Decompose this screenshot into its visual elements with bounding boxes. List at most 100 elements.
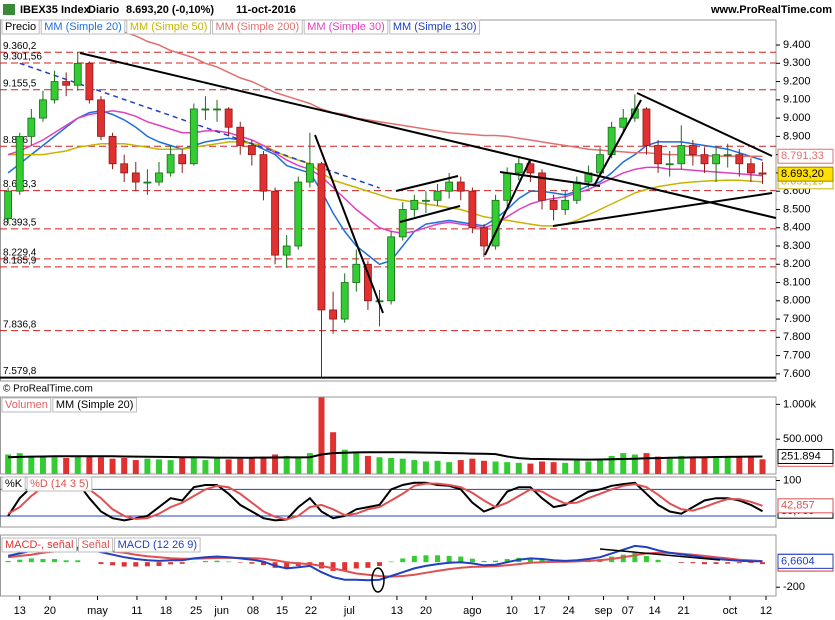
histogram-bar <box>504 559 510 563</box>
volume-bar <box>260 456 267 474</box>
macd-line <box>7 544 763 582</box>
legend-entry: MM (Simple 20) <box>44 21 122 33</box>
volume-bar <box>655 456 662 474</box>
volume-bar <box>167 460 174 474</box>
trendline <box>552 192 773 227</box>
candle-body <box>73 62 82 86</box>
candle-body <box>723 154 732 157</box>
candle-body <box>62 81 71 86</box>
x-tick-label: 13 <box>391 605 403 617</box>
macd-trendline <box>599 548 721 561</box>
candle-body <box>39 99 47 119</box>
annotations <box>371 548 721 593</box>
histogram-bar <box>342 562 348 571</box>
candle-body <box>317 163 326 311</box>
histogram-bar <box>5 560 11 563</box>
y-tick-label: 7.700 <box>783 350 811 362</box>
trendline <box>594 99 642 185</box>
legend-box <box>1 397 52 413</box>
candle-body <box>85 62 94 101</box>
legend-entry: Volumen <box>5 399 48 411</box>
level-label: 8.229,4 <box>3 248 37 259</box>
y-tick-label: 9.000 <box>783 112 811 124</box>
volume-bar <box>643 453 650 474</box>
candle-body <box>155 172 163 183</box>
legend-entry: MM (Simple 200) <box>215 21 299 33</box>
histogram-bar <box>423 555 429 563</box>
histogram-bar <box>678 562 684 563</box>
x-tick-label: may <box>87 605 108 617</box>
candle-body <box>503 172 512 201</box>
histogram-bar <box>701 562 707 565</box>
volume-bar <box>132 460 139 474</box>
volume-bar <box>550 462 557 474</box>
legend-entry: MM (Simple 130) <box>393 21 477 33</box>
site: www.ProRealTime.com <box>710 4 832 16</box>
x-tick-label: 17 <box>534 605 546 617</box>
macd-circle <box>371 567 385 593</box>
volume-bar <box>272 454 279 474</box>
histogram-bar <box>446 555 452 563</box>
histogram-bar <box>144 562 150 567</box>
candle-body <box>213 108 221 111</box>
candle-body <box>97 99 105 137</box>
candle-body <box>247 145 256 156</box>
candle-body <box>50 81 59 101</box>
volume-bar <box>5 454 12 474</box>
y-tick-label: -200 <box>783 581 805 593</box>
candle-body <box>398 209 407 238</box>
legend-entry: MACD-, señal <box>5 539 73 551</box>
candle-body <box>271 190 279 256</box>
volume-bar <box>306 453 313 474</box>
candle-body <box>224 108 233 128</box>
volume-average <box>8 451 763 461</box>
histogram-bar <box>481 560 487 563</box>
histogram-bar <box>458 556 464 563</box>
candle-body <box>259 154 268 192</box>
legend-entry: %D (14 3 5) <box>30 478 89 490</box>
level-label: 8.393,5 <box>3 218 37 229</box>
x-tick-label: oct <box>723 605 738 617</box>
copyright: © ProRealTime.com <box>3 384 93 395</box>
legend-box <box>26 476 93 492</box>
trendline <box>399 205 461 223</box>
volume-bar <box>39 455 46 474</box>
histogram-bar <box>40 559 46 563</box>
value-tag <box>777 553 834 569</box>
volume-bar <box>620 453 627 474</box>
value-tag <box>777 448 834 464</box>
y-tick-label: 500.000 <box>783 433 823 445</box>
value-tag-label: 251.894 <box>781 450 821 462</box>
histogram-bar <box>736 562 742 564</box>
candle-body <box>572 181 581 201</box>
x-tick-label: ago <box>463 605 481 617</box>
histogram-bar <box>655 559 661 563</box>
volume-bar <box>689 457 696 474</box>
candle-body <box>712 154 720 165</box>
legend-box <box>114 537 201 553</box>
volume-bar <box>51 457 58 474</box>
histogram-bar <box>330 562 336 571</box>
histogram-bar <box>17 559 23 563</box>
legend-entry: %K <box>5 478 23 490</box>
value-tag-label: 6,6604 <box>781 555 815 567</box>
volume-bar <box>179 457 186 474</box>
volume-bar <box>411 460 418 474</box>
histogram-bar <box>133 562 139 567</box>
candle-body <box>120 163 129 174</box>
legend-box <box>389 19 481 35</box>
x-tick-label: 11 <box>131 605 142 617</box>
volume-bar <box>515 462 522 474</box>
trendlines <box>79 52 776 314</box>
y-tick-label: 7.600 <box>783 368 811 380</box>
histogram-bar <box>690 562 696 564</box>
candle-body <box>143 181 152 184</box>
x-tick-label: 20 <box>420 605 432 617</box>
x-tick-label: 10 <box>506 605 518 617</box>
oscillator-line <box>7 482 763 521</box>
candle-body <box>236 126 245 146</box>
y-tick-label: 8.900 <box>783 130 811 142</box>
candle-body <box>201 108 210 111</box>
x-tick-label: 22 <box>305 605 317 617</box>
